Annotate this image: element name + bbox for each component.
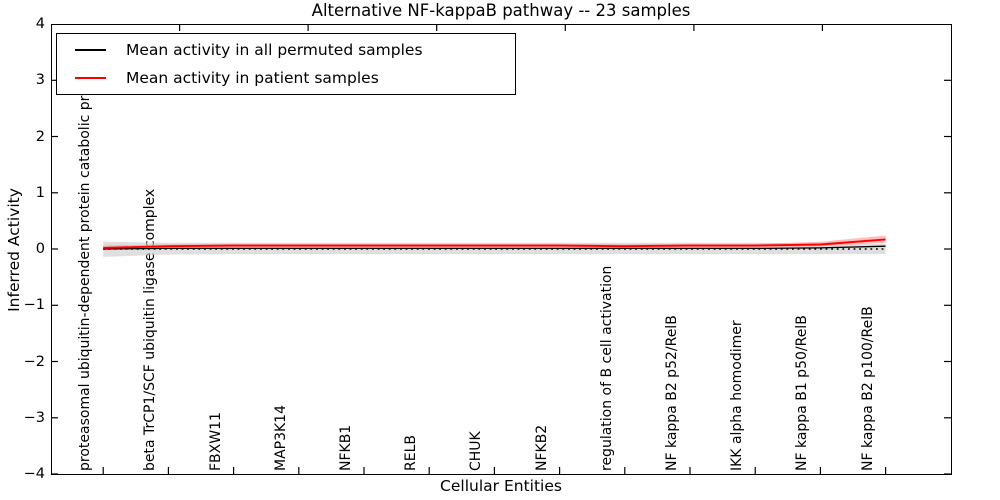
series-line-0 (103, 245, 886, 250)
y-tick-label: 4 (35, 16, 45, 32)
legend: Mean activity in all permuted samples Me… (56, 33, 516, 95)
tick-marks (51, 24, 951, 474)
legend-label: Mean activity in all permuted samples (126, 40, 423, 59)
legend-item-patient: Mean activity in patient samples (75, 69, 515, 88)
legend-label: Mean activity in patient samples (126, 68, 379, 87)
chart-title: Alternative NF-kappaB pathway -- 23 samp… (311, 1, 691, 20)
series-line-1 (103, 238, 886, 249)
chart-canvas (51, 24, 951, 474)
y-tick-label: 0 (35, 241, 45, 257)
permuted-line-sample-icon (75, 49, 106, 51)
y-tick-label: −3 (23, 409, 45, 426)
y-tick-label: −2 (23, 353, 45, 370)
patient-line-sample-icon (75, 77, 106, 79)
y-tick-label: 3 (35, 72, 45, 89)
y-tick-label: 1 (35, 184, 45, 201)
x-axis-title: Cellular Entities (440, 477, 562, 495)
y-tick-label: 2 (35, 128, 45, 145)
y-tick-label: −1 (23, 297, 45, 314)
y-tick-label: −4 (23, 466, 45, 482)
legend-item-permuted: Mean activity in all permuted samples (75, 41, 515, 60)
